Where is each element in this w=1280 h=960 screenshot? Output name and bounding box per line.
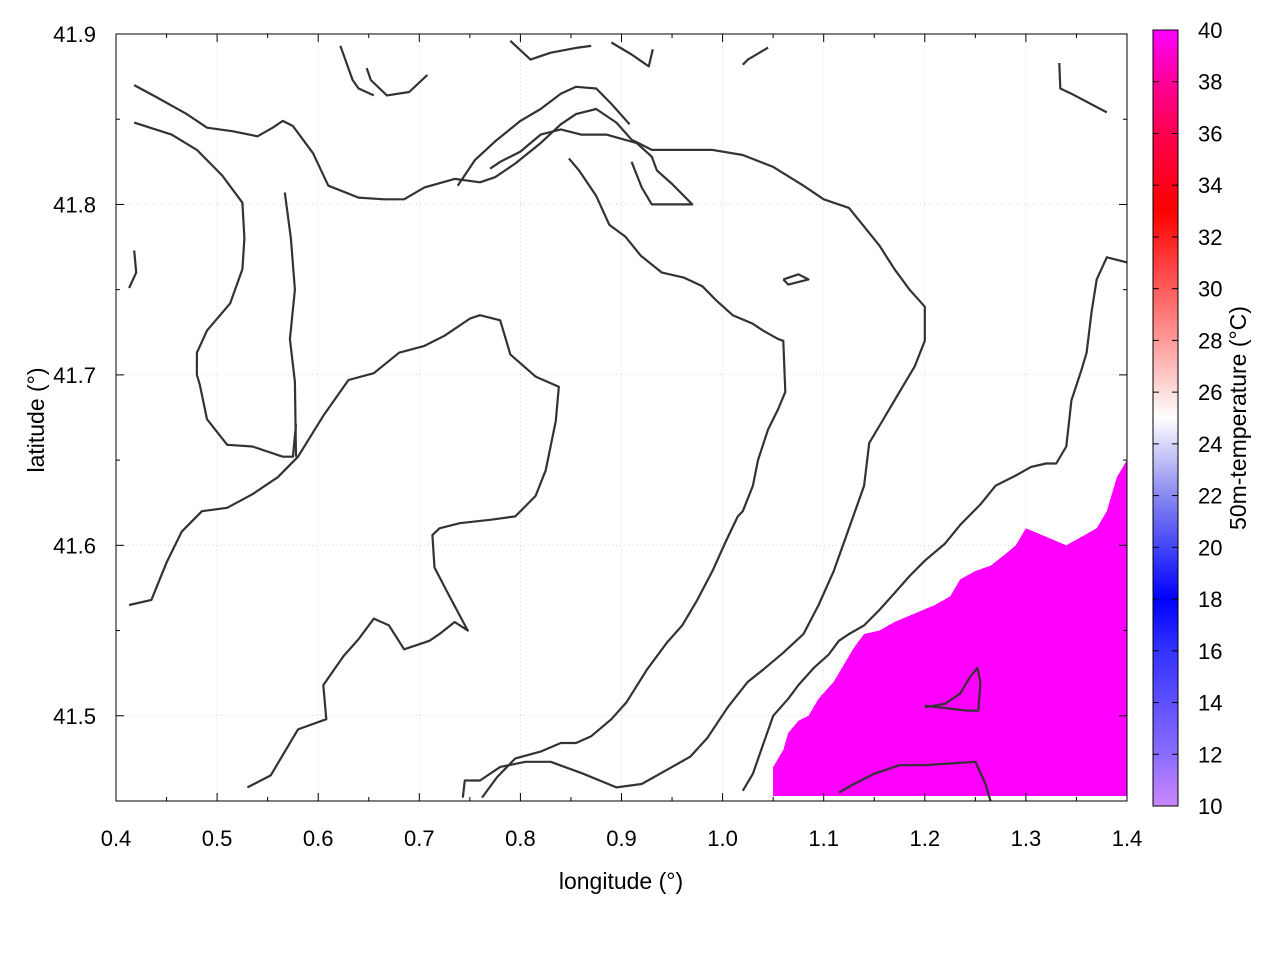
y-axis-title: latitude (°) [23,367,49,472]
x-tick-label: 1.4 [1112,826,1143,851]
contour-line [509,39,592,61]
x-tick-labels: 0.4 0.5 0.6 0.7 0.8 0.9 1.0 1.1 1.2 1.3 1.4 [101,826,1143,851]
colorbar-tick-label: 32 [1198,225,1222,250]
x-tick-label: 0.5 [202,826,233,851]
contour-line [128,314,560,789]
contour-line [481,157,787,799]
colorbar-tick-label: 22 [1198,484,1222,509]
contour-line [128,250,138,289]
contour-line [133,121,298,458]
y-tick-label: 41.9 [53,22,96,47]
contour-line [339,45,375,97]
x-tick-label: 1.2 [910,826,941,851]
colorbar-title: 50m-temperature (°C) [1225,306,1251,530]
x-tick-label: 0.4 [101,826,132,851]
colorbar-tick-label: 20 [1198,535,1222,560]
contour-line [924,667,982,712]
colorbar-tick-label: 24 [1198,432,1222,457]
x-tick-label: 1.1 [808,826,839,851]
colorbar-tick-label: 14 [1198,691,1222,716]
heatmap-cells [773,460,1127,796]
contour-line [838,760,992,801]
x-tick-label: 0.8 [505,826,536,851]
contour-line [742,46,769,66]
x-tick-label: 0.6 [303,826,334,851]
contour-line [283,192,298,457]
x-tick-label: 1.3 [1011,826,1042,851]
colorbar-tick-label: 30 [1198,277,1222,302]
colorbar-tick-label: 12 [1198,742,1222,767]
x-tick-label: 0.7 [404,826,435,851]
colorbar [1152,29,1179,807]
axis-ticks [115,33,1128,802]
colorbar-tick-label: 10 [1198,794,1222,819]
contour-line [782,273,810,286]
contour-line [133,84,926,798]
y-tick-label: 41.5 [53,704,96,729]
y-tick-label: 41.7 [53,363,96,388]
y-tick-label: 41.8 [53,192,96,217]
contour-layer [128,39,1127,801]
contour-line [489,128,694,206]
x-tick-label: 0.9 [606,826,637,851]
contour-line [741,256,1127,792]
colorbar-tick-label: 40 [1198,18,1222,43]
colorbar-tick-label: 18 [1198,587,1222,612]
x-axis-title: longitude (°) [559,868,683,894]
contour-line [610,41,654,68]
y-tick-labels: 41.5 41.6 41.7 41.8 41.9 [53,22,96,729]
colorbar-tick-label: 16 [1198,639,1222,664]
x-tick-label: 1.0 [707,826,738,851]
colorbar-ticks: 10 12 14 16 18 20 22 24 26 28 30 32 34 36 38 40 [1153,18,1222,819]
contour-line [456,85,631,187]
colorbar-tick-label: 26 [1198,380,1222,405]
colorbar-tick-label: 34 [1198,173,1222,198]
colorbar-tick-label: 36 [1198,121,1222,146]
y-tick-label: 41.6 [53,533,96,558]
colorbar-tick-label: 28 [1198,328,1222,353]
heatmap-layer [773,460,1127,796]
colorbar-tick-label: 38 [1198,70,1222,95]
contour-line [1058,62,1108,114]
contour-line [365,67,429,97]
